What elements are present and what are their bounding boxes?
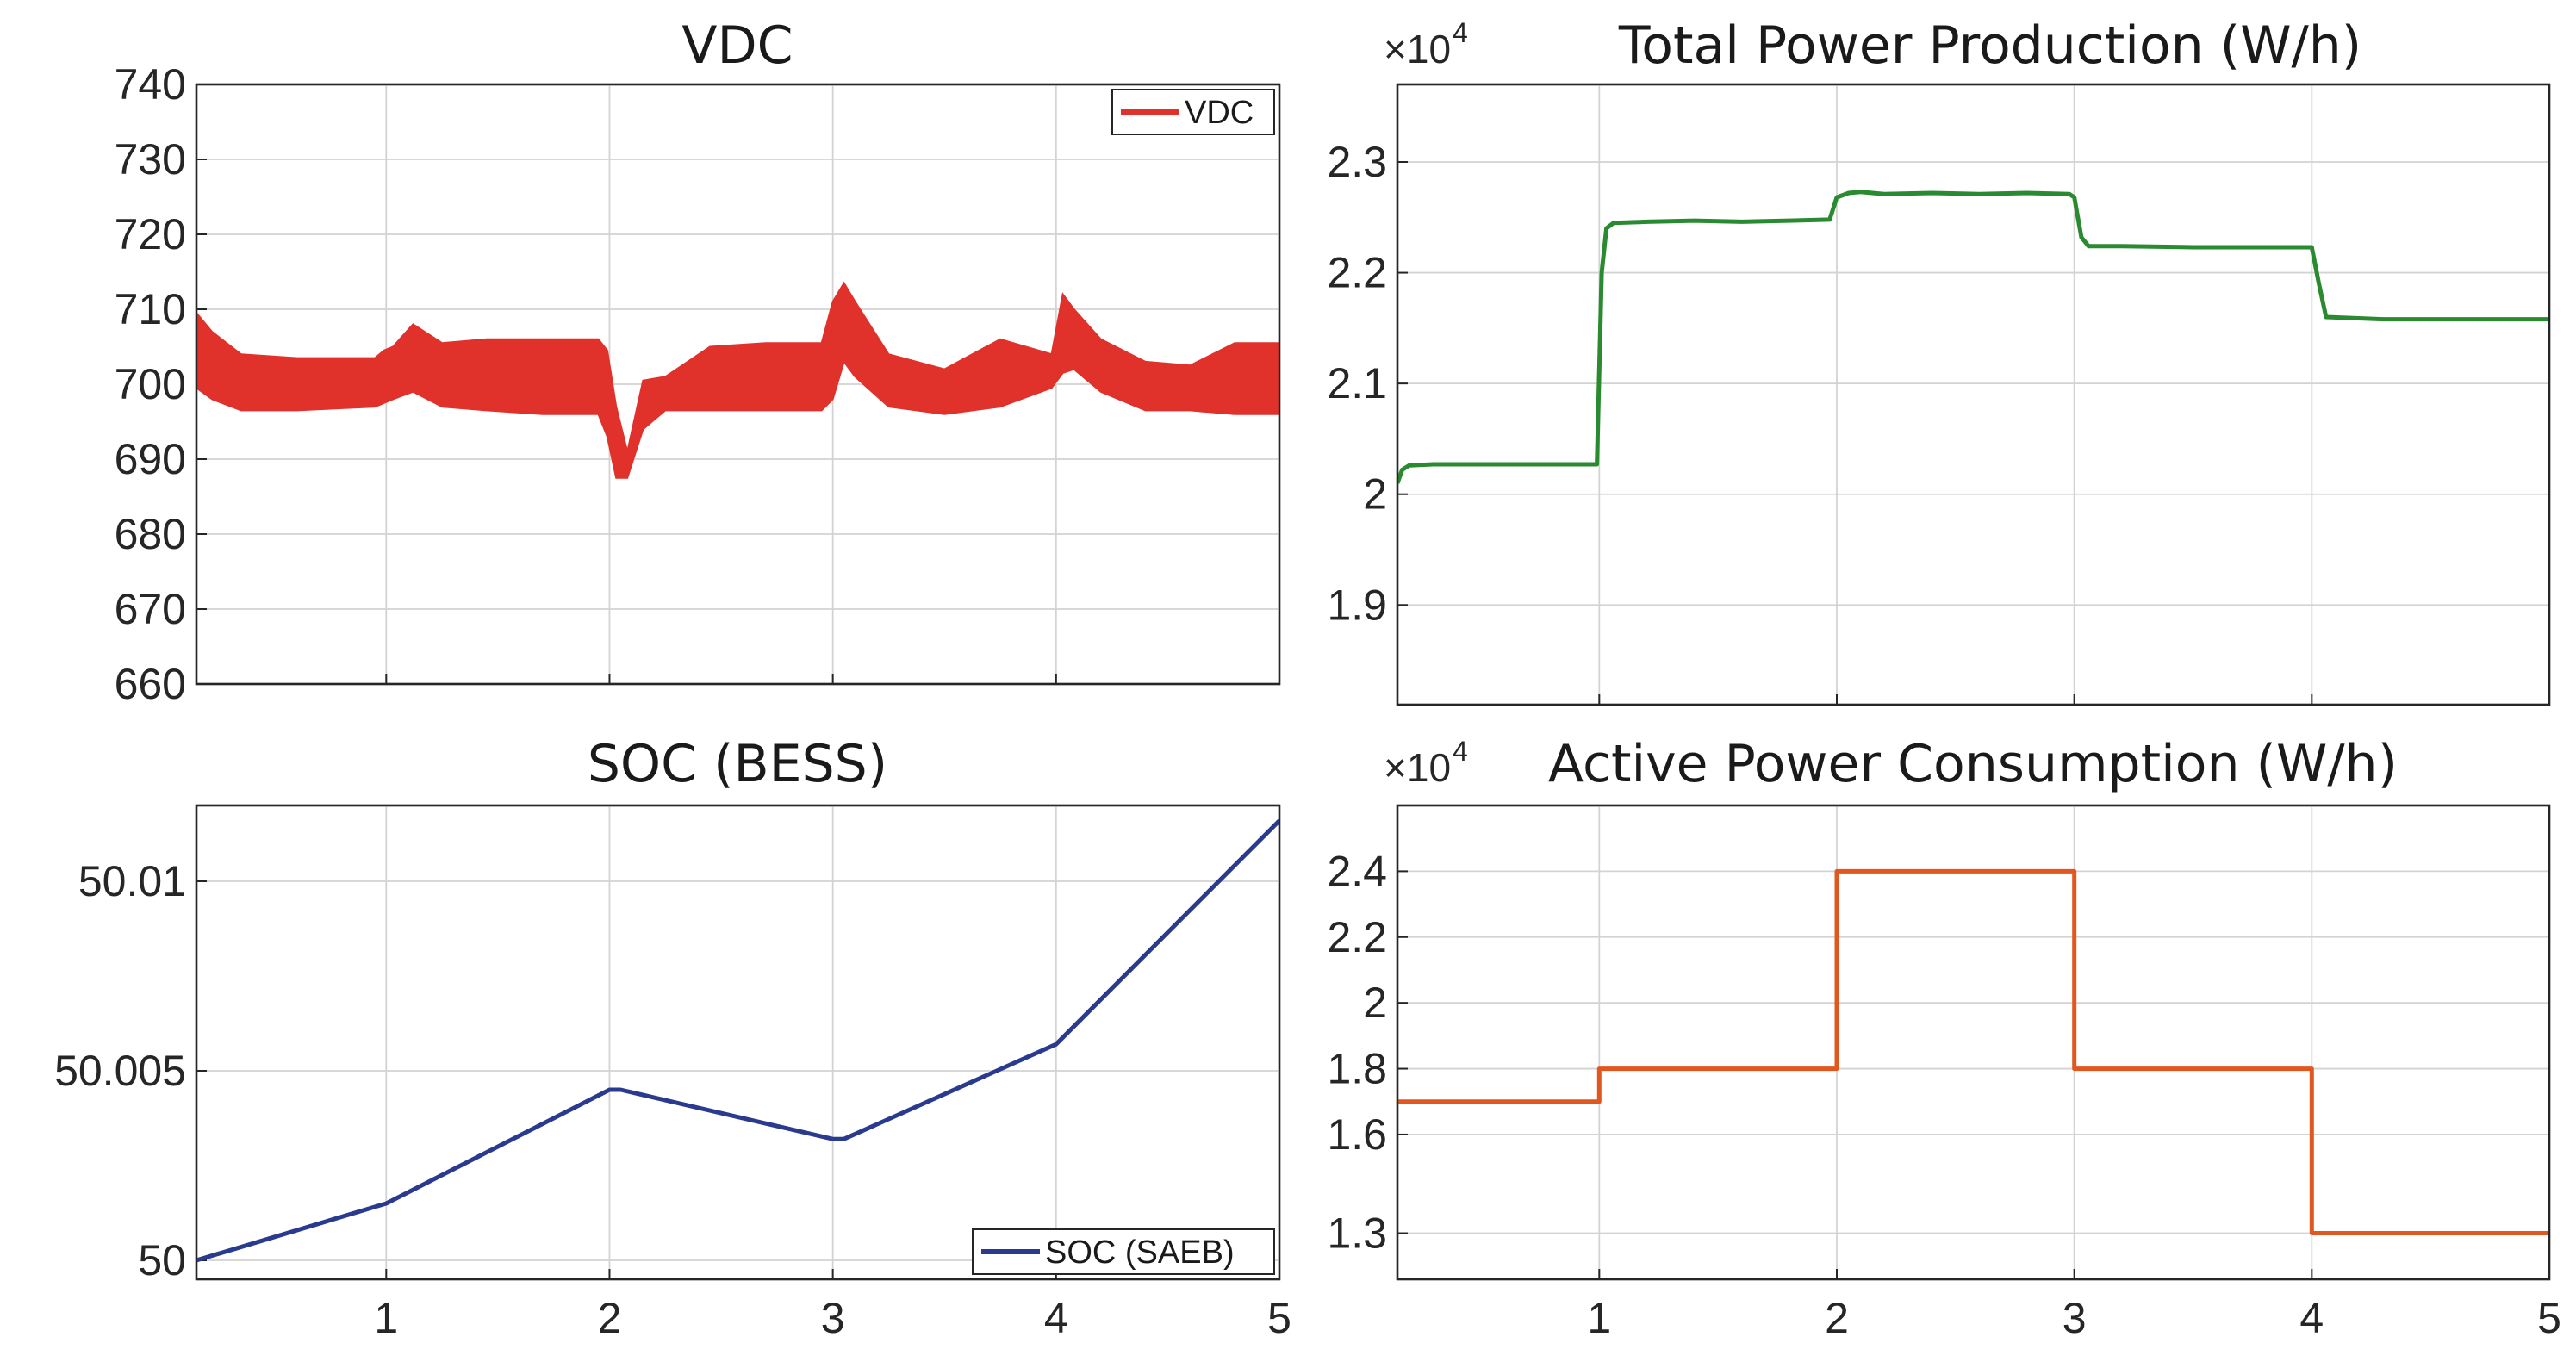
power-production-series-line	[1397, 190, 2549, 484]
soc-chart: 50 50.005 50.01 1 2 3 4 5 SOC (BESS) SOC (SAEB)	[54, 734, 1291, 1342]
soc-grid	[196, 805, 1279, 1279]
soc-xtick-label: 2	[598, 1294, 622, 1342]
power-consumption-title: Active Power Consumption (W/h)	[1548, 734, 2398, 794]
power-production-plot-area	[1396, 83, 2551, 706]
vdc-legend-label: VDC	[1185, 95, 1254, 131]
power-consumption-ytick-label: 1.6	[1327, 1110, 1387, 1159]
vdc-ytick-label: 700	[115, 360, 186, 408]
power-consumption-plot-area	[1396, 804, 2551, 1281]
power-consumption-xtick-label: 4	[2299, 1294, 2324, 1342]
power-consumption-axis-multiplier-exponent: 4	[1453, 736, 1468, 767]
vdc-chart: 660 670 680 690 700 710 720 730 740 VDC VDC	[115, 16, 1281, 708]
power-consumption-axis-multiplier: ×10	[1384, 745, 1451, 790]
soc-xtick-label: 4	[1044, 1294, 1068, 1342]
soc-ytick-label: 50.01	[78, 857, 186, 905]
power-consumption-ytick-label: 1.8	[1327, 1045, 1387, 1093]
power-production-axis-multiplier: ×10	[1384, 27, 1451, 72]
vdc-ytick-label: 720	[115, 210, 186, 258]
vdc-axes-border	[195, 83, 1281, 686]
power-production-ytick-label: 2	[1363, 470, 1387, 519]
power-consumption-ytick-label: 2.4	[1327, 847, 1387, 895]
soc-plot-area	[195, 804, 1281, 1281]
power-consumption-xtick-label: 1	[1587, 1294, 1611, 1342]
vdc-title: VDC	[681, 16, 793, 76]
soc-title: SOC (BESS)	[588, 734, 887, 794]
vdc-series-band	[196, 281, 1279, 479]
vdc-ytick-label: 730	[115, 135, 186, 183]
power-production-chart: 1.9 2 2.1 2.2 2.3 Total Power Production (W/h…	[1327, 16, 2551, 706]
vdc-ytick-label: 710	[115, 285, 186, 333]
power-consumption-series-line	[1397, 868, 2549, 1235]
power-consumption-xtick-label: 3	[2063, 1294, 2087, 1342]
vdc-ytick-label: 670	[115, 585, 186, 633]
soc-ytick-label: 50	[138, 1236, 186, 1284]
power-consumption-ytick-label: 2.2	[1327, 913, 1387, 961]
power-production-axis-multiplier-exponent: 4	[1453, 17, 1468, 48]
soc-ytick-label: 50.005	[54, 1047, 186, 1095]
power-consumption-xtick-label: 5	[2537, 1294, 2561, 1342]
power-production-ytick-label: 2.3	[1327, 138, 1387, 186]
power-consumption-xtick-label: 2	[1825, 1294, 1849, 1342]
power-production-grid	[1397, 84, 2549, 705]
power-consumption-ytick-label: 2	[1363, 979, 1387, 1027]
vdc-ytick-label: 740	[115, 60, 186, 109]
soc-series-line	[196, 818, 1279, 1263]
power-consumption-ytick-label: 1.3	[1327, 1209, 1387, 1258]
soc-xtick-label: 1	[374, 1294, 398, 1342]
power-production-axes-border	[1396, 83, 2551, 706]
soc-legend-label: SOC (SAEB)	[1045, 1234, 1235, 1271]
soc-xtick-label: 3	[821, 1294, 845, 1342]
power-production-title: Total Power Production (W/h)	[1618, 16, 2361, 76]
soc-axes-border	[195, 804, 1281, 1281]
power-consumption-axes-border	[1396, 804, 2551, 1281]
vdc-legend	[1111, 89, 1275, 135]
power-consumption-chart: 1.3 1.6 1.8 2 2.2 2.4 1 2 3 4 5 Active Power Consum…	[1327, 734, 2560, 1342]
vdc-ytick-label: 680	[115, 510, 186, 558]
vdc-ytick-label: 690	[115, 435, 186, 483]
soc-xtick-label: 5	[1267, 1294, 1291, 1342]
power-production-ytick-label: 2.2	[1327, 249, 1387, 297]
vdc-ytick-label: 660	[115, 660, 186, 708]
power-production-ytick-label: 1.9	[1327, 581, 1387, 629]
power-production-ytick-label: 2.1	[1327, 359, 1387, 407]
